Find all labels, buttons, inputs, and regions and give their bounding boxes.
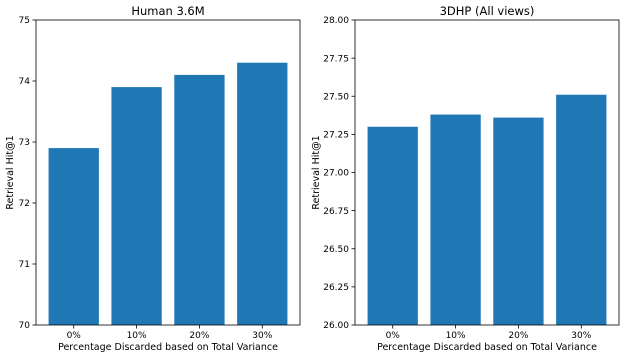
y-tick-label: 27.75 xyxy=(323,54,349,64)
x-tick-label: 0% xyxy=(67,331,82,341)
y-tick-label: 28.00 xyxy=(323,16,349,26)
x-tick-label: 30% xyxy=(571,331,591,341)
y-tick-label: 74 xyxy=(19,77,31,87)
bar-10pct xyxy=(111,87,162,325)
x-tick-label: 0% xyxy=(386,331,401,341)
y-tick-label: 26.25 xyxy=(323,283,349,293)
chart-1: 70 71 72 73 74 75 0% 10% 20% 30% Human 3.6M Percent… xyxy=(5,4,301,353)
x-tick-label: 10% xyxy=(127,331,147,341)
y-tick-label: 70 xyxy=(19,321,31,331)
y-tick-label: 26.75 xyxy=(323,207,349,217)
x-tick-label: 20% xyxy=(189,331,209,341)
bar-20pct xyxy=(493,117,544,325)
chart-2: 26.00 26.25 26.50 26.75 27.00 27.25 27.50 27.75… xyxy=(311,4,620,353)
x-tick-label: 30% xyxy=(252,331,272,341)
chart-title: 3DHP (All views) xyxy=(440,4,535,18)
y-tick-label: 73 xyxy=(19,138,30,148)
bar-30pct xyxy=(237,62,288,325)
y-tick-label: 26.50 xyxy=(323,245,349,255)
bar-0pct xyxy=(367,126,418,325)
x-tick-label: 10% xyxy=(446,331,466,341)
y-axis-label: Retrieval Hit@1 xyxy=(311,135,322,209)
x-axis-label: Percentage Discarded based on Total Vari… xyxy=(58,342,278,353)
axes-frame xyxy=(35,19,301,326)
x-tick-label: 20% xyxy=(508,331,528,341)
y-tick-label: 27.50 xyxy=(323,92,349,102)
chart-title: Human 3.6M xyxy=(131,4,204,18)
y-tick-label: 75 xyxy=(19,16,30,26)
bar-10pct xyxy=(430,114,481,325)
bar-0pct xyxy=(48,148,99,325)
bar-30pct xyxy=(556,94,607,325)
y-tick-label: 27.00 xyxy=(323,169,349,179)
y-tick-label: 26.00 xyxy=(323,321,349,331)
x-axis-label: Percentage Discarded based on Total Vari… xyxy=(377,342,597,353)
y-tick-label: 72 xyxy=(19,199,30,209)
y-tick-label: 71 xyxy=(19,260,30,270)
y-axis-label: Retrieval Hit@1 xyxy=(5,135,16,209)
y-tick-label: 27.25 xyxy=(323,131,349,141)
bar-20pct xyxy=(174,74,225,326)
